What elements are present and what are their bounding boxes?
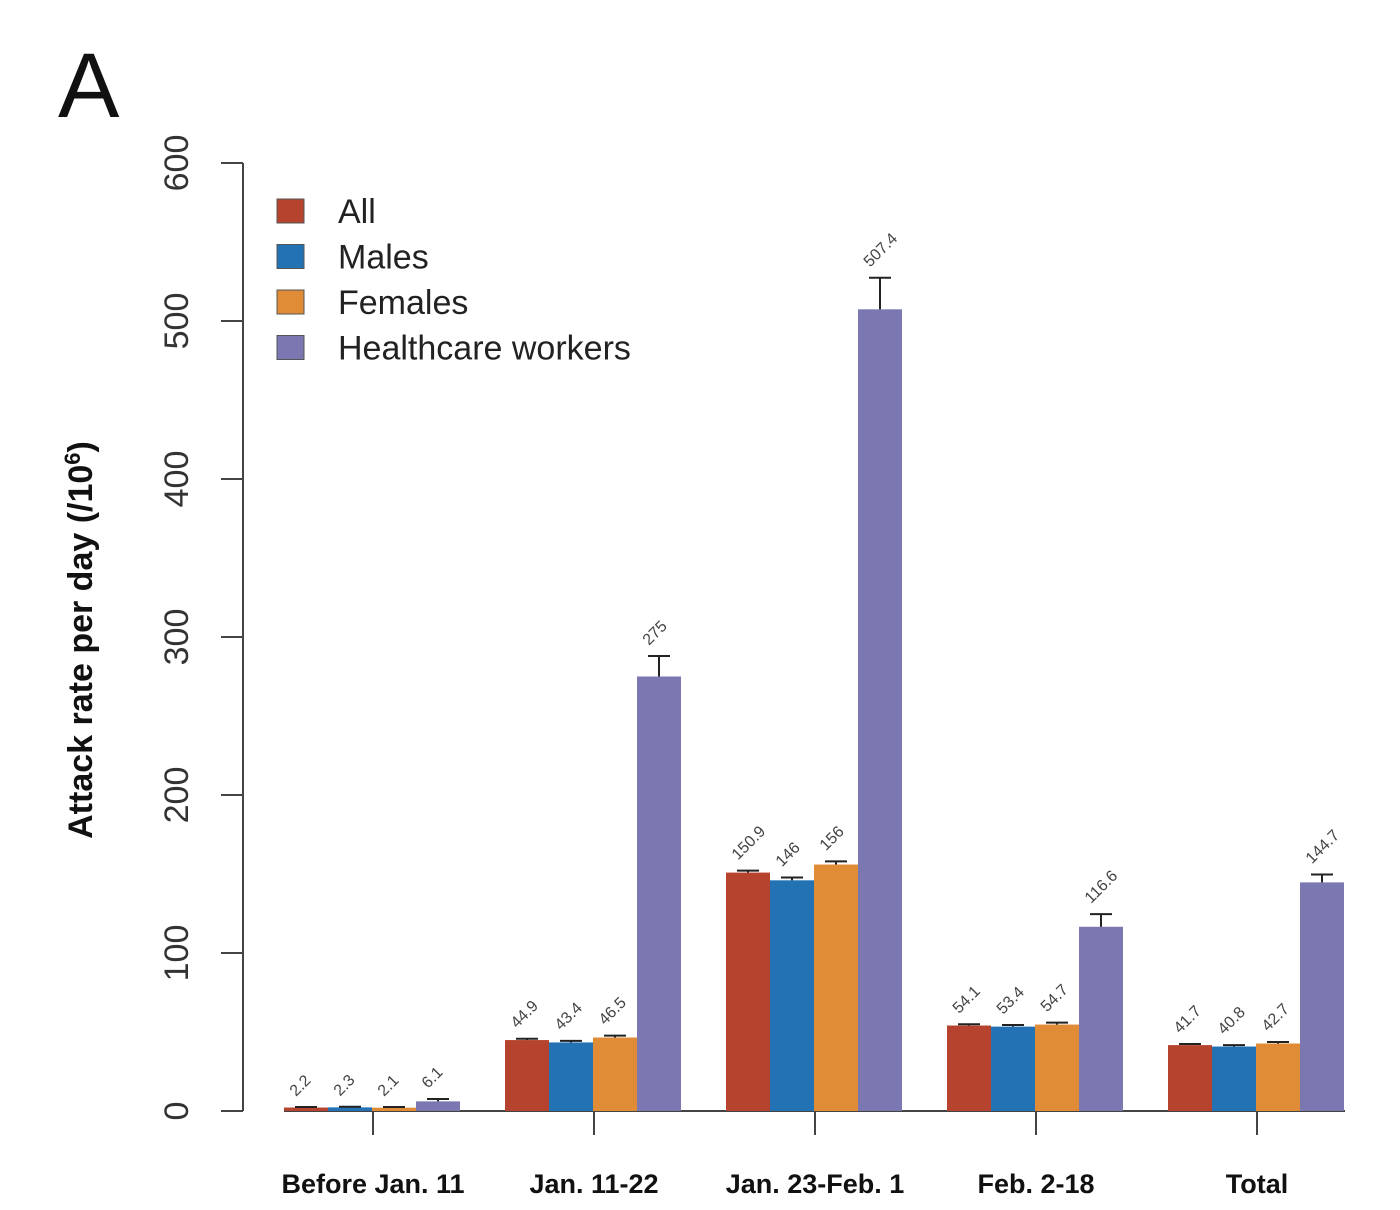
legend-label: Healthcare workers xyxy=(338,330,631,368)
data-label: 53.4 xyxy=(994,984,1028,1018)
x-tick-label: Total xyxy=(1226,1169,1289,1199)
bar xyxy=(372,1107,416,1111)
bar xyxy=(947,1025,991,1111)
data-label: 116.6 xyxy=(1082,867,1122,907)
y-tick-label: 400 xyxy=(158,451,196,508)
x-tick-label: Jan. 11-22 xyxy=(529,1169,658,1199)
data-label: 54.7 xyxy=(1038,981,1072,1015)
bar xyxy=(1212,1046,1256,1111)
bar xyxy=(328,1107,372,1111)
data-label: 2.2 xyxy=(287,1072,315,1100)
data-label: 42.7 xyxy=(1259,1001,1293,1035)
legend-label: Females xyxy=(338,284,468,322)
x-tick-label: Jan. 23-Feb. 1 xyxy=(726,1169,905,1199)
legend-label: Males xyxy=(338,239,429,277)
data-label: 146 xyxy=(773,839,804,870)
bar xyxy=(416,1101,460,1111)
legend-label: All xyxy=(338,193,376,231)
bar xyxy=(814,864,858,1111)
legend-swatch xyxy=(276,289,305,315)
y-tick-label: 200 xyxy=(158,767,196,824)
data-label: 41.7 xyxy=(1171,1003,1205,1037)
bar xyxy=(549,1042,593,1111)
y-tick-label: 500 xyxy=(158,293,196,350)
bar xyxy=(284,1107,328,1111)
bar xyxy=(593,1037,637,1111)
data-label: 275 xyxy=(640,618,671,649)
y-tick-label: 0 xyxy=(158,1102,196,1121)
data-label: 46.5 xyxy=(596,994,630,1028)
y-axis: 0 100 200 300 400 500 600 xyxy=(158,135,244,1121)
bar xyxy=(1256,1043,1300,1111)
x-tick-label: Before Jan. 11 xyxy=(281,1169,464,1199)
bar xyxy=(637,676,681,1111)
bar xyxy=(726,872,770,1111)
bar xyxy=(1300,882,1344,1111)
bar xyxy=(1079,926,1123,1111)
data-label: 150.9 xyxy=(729,823,769,863)
legend: All Males Females Healthcare workers xyxy=(276,193,631,368)
bar xyxy=(505,1040,549,1111)
data-label: 54.1 xyxy=(950,983,984,1017)
panel-label: A xyxy=(58,35,120,137)
bar xyxy=(858,309,902,1112)
y-tick-label: 100 xyxy=(158,925,196,982)
data-label: 507.4 xyxy=(861,230,901,270)
x-axis: Before Jan. 11 Jan. 11-22 Jan. 23-Feb. 1 Fe… xyxy=(281,1110,1345,1199)
bar xyxy=(1035,1024,1079,1111)
data-label: 6.1 xyxy=(419,1064,447,1092)
data-label: 40.8 xyxy=(1215,1004,1249,1038)
data-label: 156 xyxy=(817,823,848,854)
data-label: 44.9 xyxy=(508,998,542,1032)
y-tick-label: 300 xyxy=(158,609,196,666)
y-tick-label: 600 xyxy=(158,135,196,192)
legend-swatch xyxy=(276,244,305,269)
y-axis-label: Attack rate per day (/106) xyxy=(60,441,100,839)
legend-swatch xyxy=(276,335,305,360)
x-tick-label: Feb. 2-18 xyxy=(977,1169,1094,1199)
data-label: 144.7 xyxy=(1303,827,1343,867)
data-label: 2.3 xyxy=(331,1072,359,1100)
bar xyxy=(770,880,814,1111)
data-label: 2.1 xyxy=(375,1072,403,1100)
data-label: 43.4 xyxy=(552,1000,586,1034)
bar xyxy=(991,1026,1035,1111)
legend-swatch xyxy=(276,198,305,224)
bar xyxy=(1168,1045,1212,1111)
